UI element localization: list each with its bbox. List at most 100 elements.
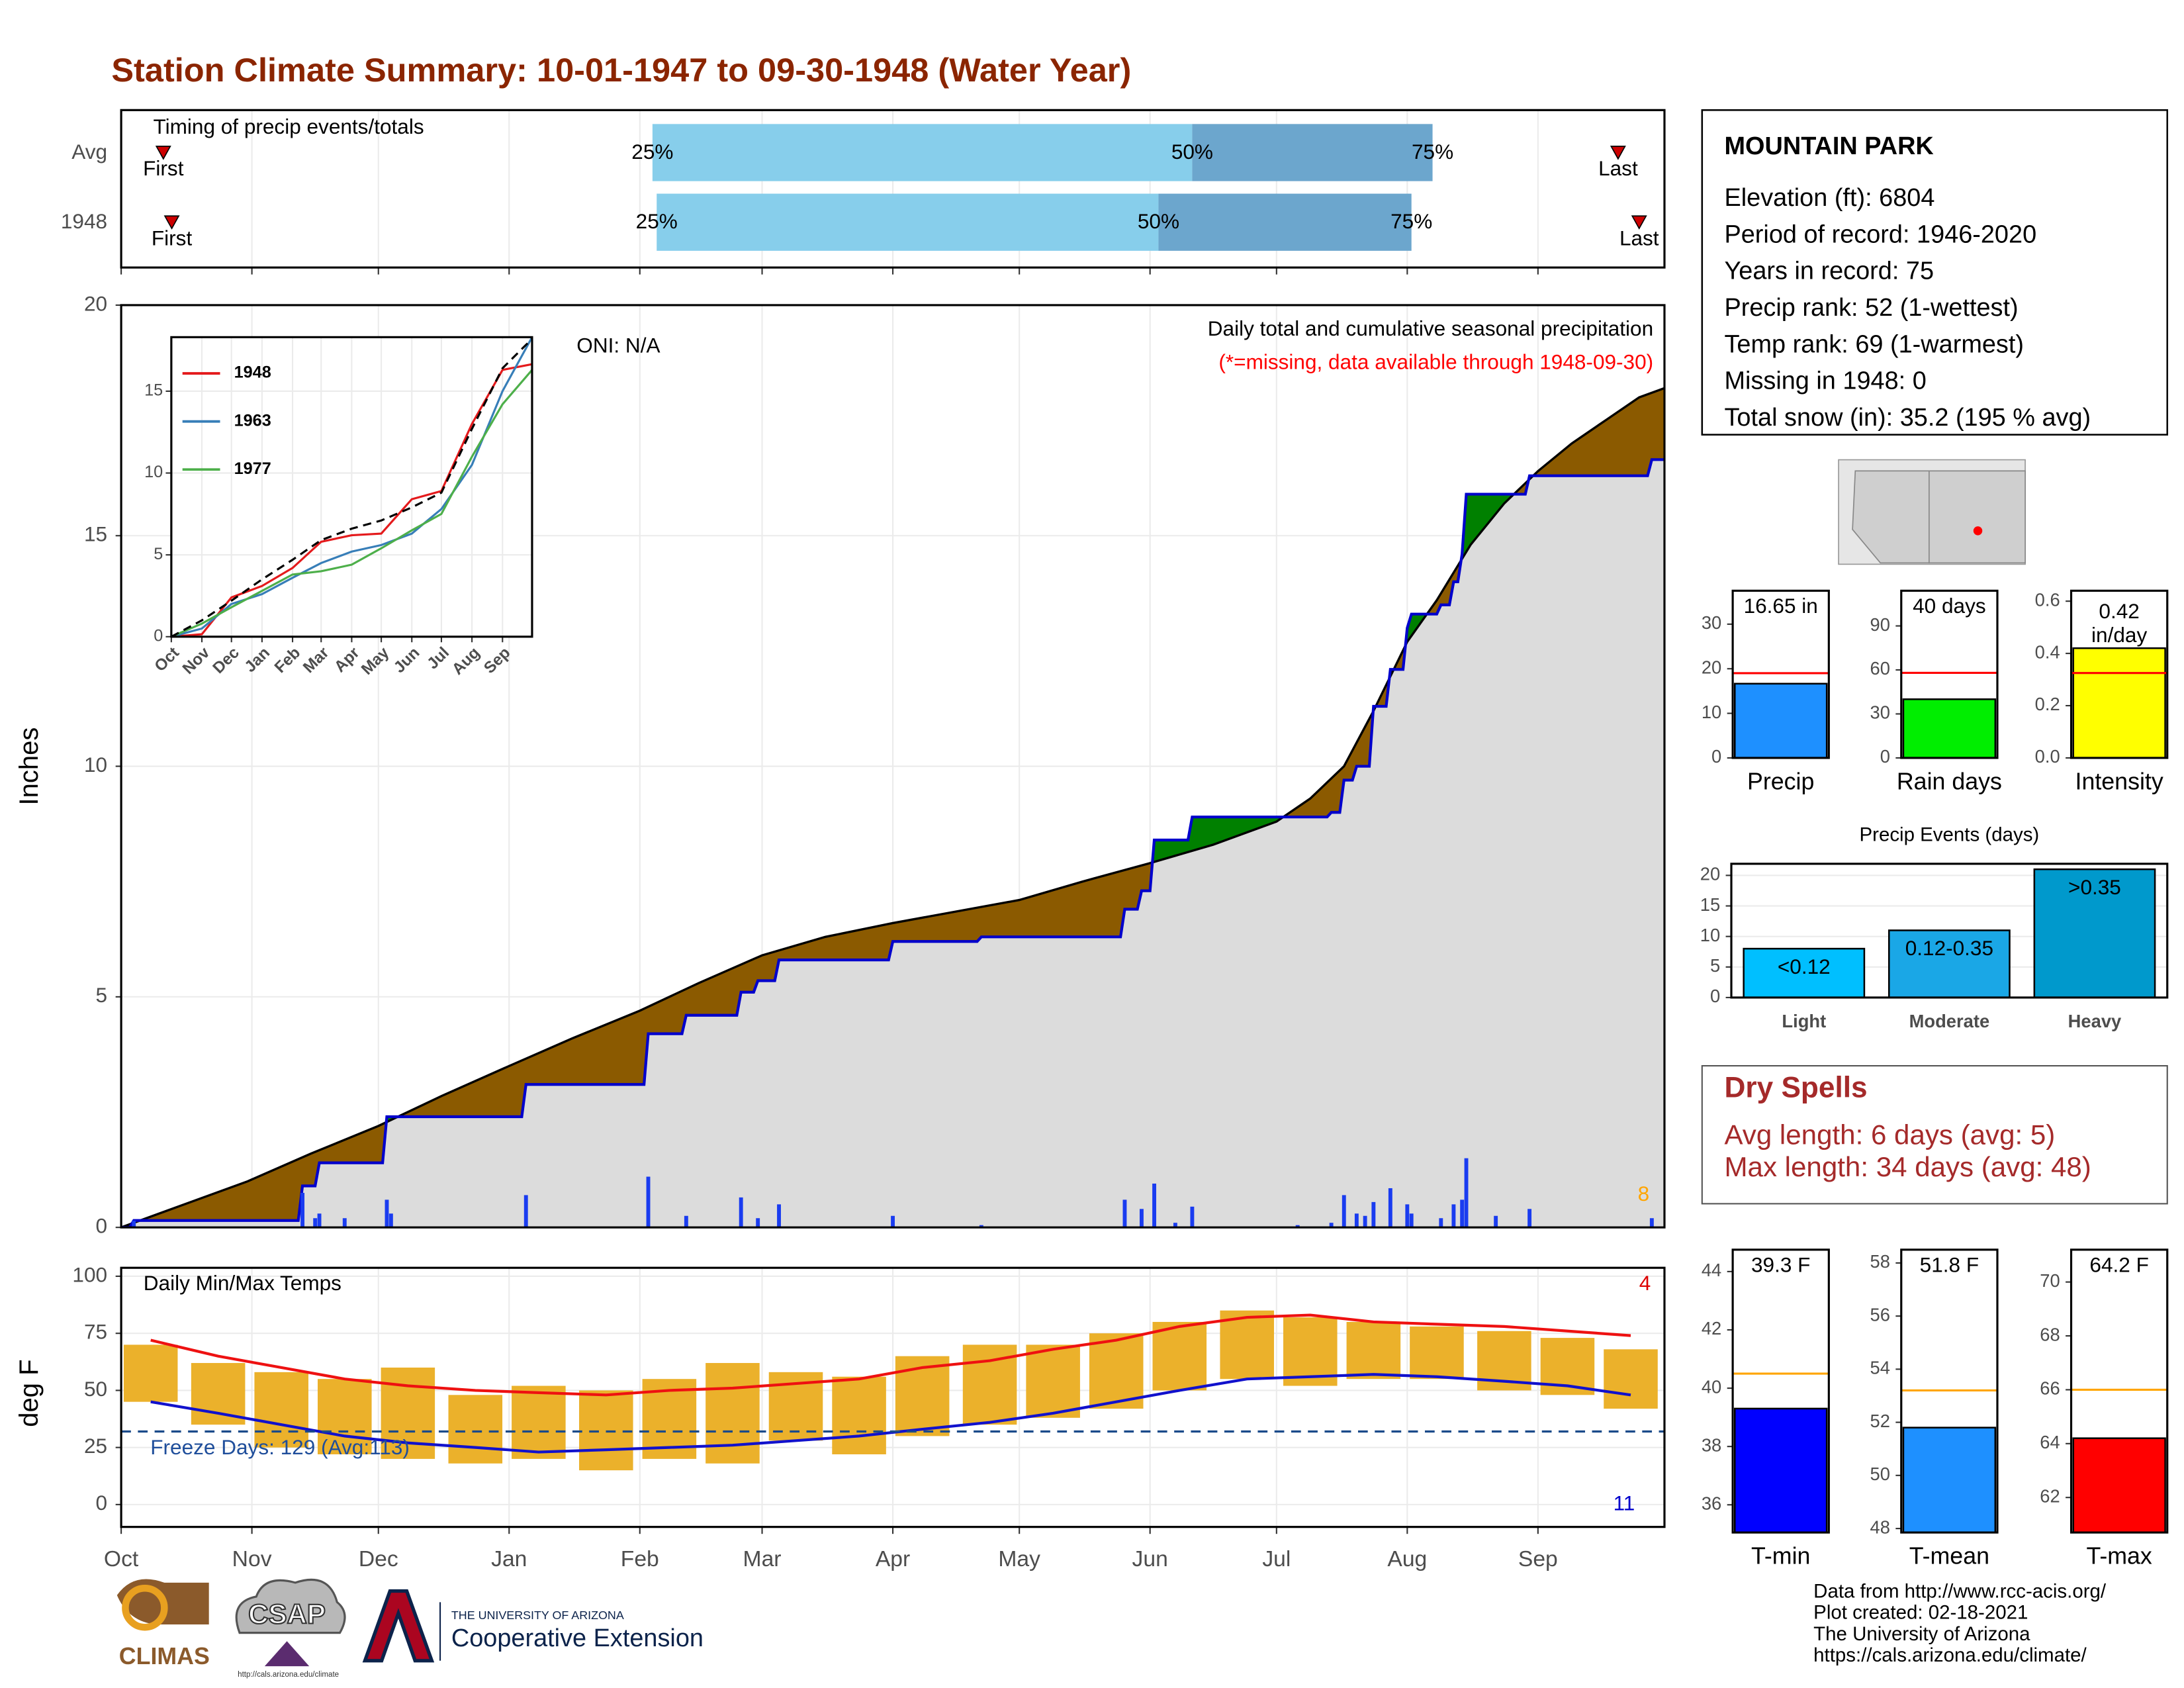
daily-bar: [1152, 1184, 1157, 1228]
plot-frame: [2070, 589, 2169, 759]
inset-line: [171, 338, 533, 638]
quartile-bar: [652, 124, 1193, 181]
daily-bar: [1451, 1204, 1456, 1228]
daily-bar: [1405, 1204, 1410, 1228]
row-label: Avg: [71, 140, 107, 164]
y-tick-label: 54: [1870, 1358, 1890, 1378]
y-tick-label: 0: [1710, 986, 1720, 1006]
legend-label: 1948: [234, 363, 271, 382]
y-tick-label: 64: [2040, 1432, 2060, 1452]
y-tick-label: 50: [1870, 1464, 1890, 1484]
x-tick-label: Jul: [1262, 1547, 1291, 1571]
event-label: First: [143, 156, 184, 180]
base-area: [121, 459, 1664, 1228]
x-tick-label: Aug: [1387, 1547, 1427, 1571]
station-line: Total snow (in): 35.2 (195 % avg): [1724, 404, 2091, 432]
row-label: 1948: [61, 209, 107, 233]
daily-bar: [1388, 1188, 1392, 1228]
y-tick-label: 38: [1702, 1434, 1721, 1455]
quartile-label: 25%: [636, 209, 678, 233]
daily-bar: [1460, 1199, 1465, 1228]
value-label: 40 days: [1913, 594, 1986, 618]
x-tick-label: Nov: [232, 1547, 272, 1571]
daily-bar: [300, 1192, 305, 1228]
chart-title: Daily total and cumulative seasonal prec…: [1208, 316, 1653, 340]
temp-range-bar: [1026, 1344, 1080, 1418]
daily-bar: [388, 1213, 393, 1228]
category-label: T-mean: [1909, 1542, 1989, 1569]
daily-bar: [342, 1218, 347, 1228]
y-tick-label: 30: [1870, 702, 1890, 723]
panel-subtitle: Timing of precip events/totals: [154, 115, 424, 138]
legend-label: 1963: [234, 411, 271, 430]
category-label: T-max: [2086, 1542, 2152, 1569]
y-tick-label: 0.2: [2035, 694, 2060, 714]
station-line: Years in record: 75: [1724, 258, 1934, 285]
bar: [1902, 698, 1997, 759]
daily-bar: [1439, 1218, 1443, 1228]
bar: [1888, 929, 2011, 999]
y-tick-label: 52: [1870, 1411, 1890, 1431]
dry-spells-title: Dry Spells: [1724, 1072, 1867, 1104]
bar: [2072, 1437, 2166, 1534]
y-tick-label: 100: [72, 1262, 107, 1286]
bar: [2033, 868, 2156, 999]
daily-bar: [313, 1218, 318, 1228]
y-tick-label: 70: [2040, 1270, 2060, 1291]
quartile-bar: [657, 193, 1159, 251]
quartile-label: 50%: [1138, 209, 1179, 233]
x-tick-label: Jun: [1132, 1547, 1168, 1571]
temp-range-bar: [705, 1363, 760, 1464]
daily-bar: [1464, 1158, 1469, 1228]
y-tick-label: 0.0: [2035, 746, 2060, 767]
y-tick-label: 20: [1700, 864, 1720, 884]
daily-bar: [1140, 1209, 1144, 1228]
x-tick-label: Dec: [359, 1547, 398, 1571]
y-tick-label: 10: [144, 463, 163, 481]
climas-logo-ring: [122, 1585, 168, 1631]
inset-line: [171, 336, 533, 638]
bar-label: >0.35: [2068, 875, 2121, 899]
temp-range-bar: [448, 1395, 503, 1464]
event-label: Last: [1619, 226, 1659, 250]
temp-range-bar: [1152, 1321, 1207, 1391]
daily-bar: [1329, 1223, 1334, 1228]
y-tick-label: 48: [1870, 1517, 1890, 1537]
station-line: Temp rank: 69 (1-warmest): [1724, 330, 2024, 358]
station-line: Precip rank: 52 (1-wettest): [1724, 294, 2018, 322]
daily-bar: [1354, 1213, 1359, 1228]
y-tick-label: 60: [1870, 658, 1890, 679]
observed-line: [121, 458, 1664, 1228]
station-line: Elevation (ft): 6804: [1724, 184, 1934, 212]
category-label: Heavy: [2068, 1011, 2122, 1031]
corner-note: 8: [1638, 1182, 1650, 1205]
category-label: Rain days: [1897, 768, 2002, 794]
daily-bar: [646, 1176, 651, 1228]
station-name: MOUNTAIN PARK: [1724, 132, 1933, 160]
dry-spells-box: [1701, 1064, 2168, 1205]
plot-frame: [1731, 1248, 1830, 1534]
legend-label: 1977: [234, 459, 271, 478]
y-tick-label: 15: [84, 522, 107, 546]
daily-bar: [317, 1213, 322, 1228]
university-name: THE UNIVERSITY OF ARIZONA: [451, 1609, 624, 1622]
y-tick-label: 15: [1700, 894, 1720, 915]
x-tick-label: Feb: [621, 1547, 659, 1571]
inset-line: [171, 363, 533, 638]
climas-logo-text: CLIMAS: [119, 1643, 210, 1669]
station-line: Missing in 1948: 0: [1724, 367, 1926, 395]
y-axis-label: deg F: [15, 1360, 44, 1427]
temp-range-bar: [254, 1372, 308, 1448]
map-state: [1929, 470, 2026, 564]
x-tick-label: Apr: [876, 1547, 910, 1571]
y-axis-label: Inches: [15, 727, 44, 806]
y-tick-label: 36: [1702, 1493, 1721, 1513]
daily-bar: [756, 1218, 760, 1228]
y-tick-label: 5: [1710, 955, 1720, 976]
chart-title: Daily Min/Max Temps: [144, 1271, 341, 1295]
daily-bar: [1173, 1223, 1177, 1228]
station-box: [1701, 109, 2169, 436]
bar-label: 0.12-0.35: [1905, 936, 1993, 960]
y-tick-label: 20: [1702, 657, 1721, 677]
plot-frame: [1730, 863, 2169, 999]
